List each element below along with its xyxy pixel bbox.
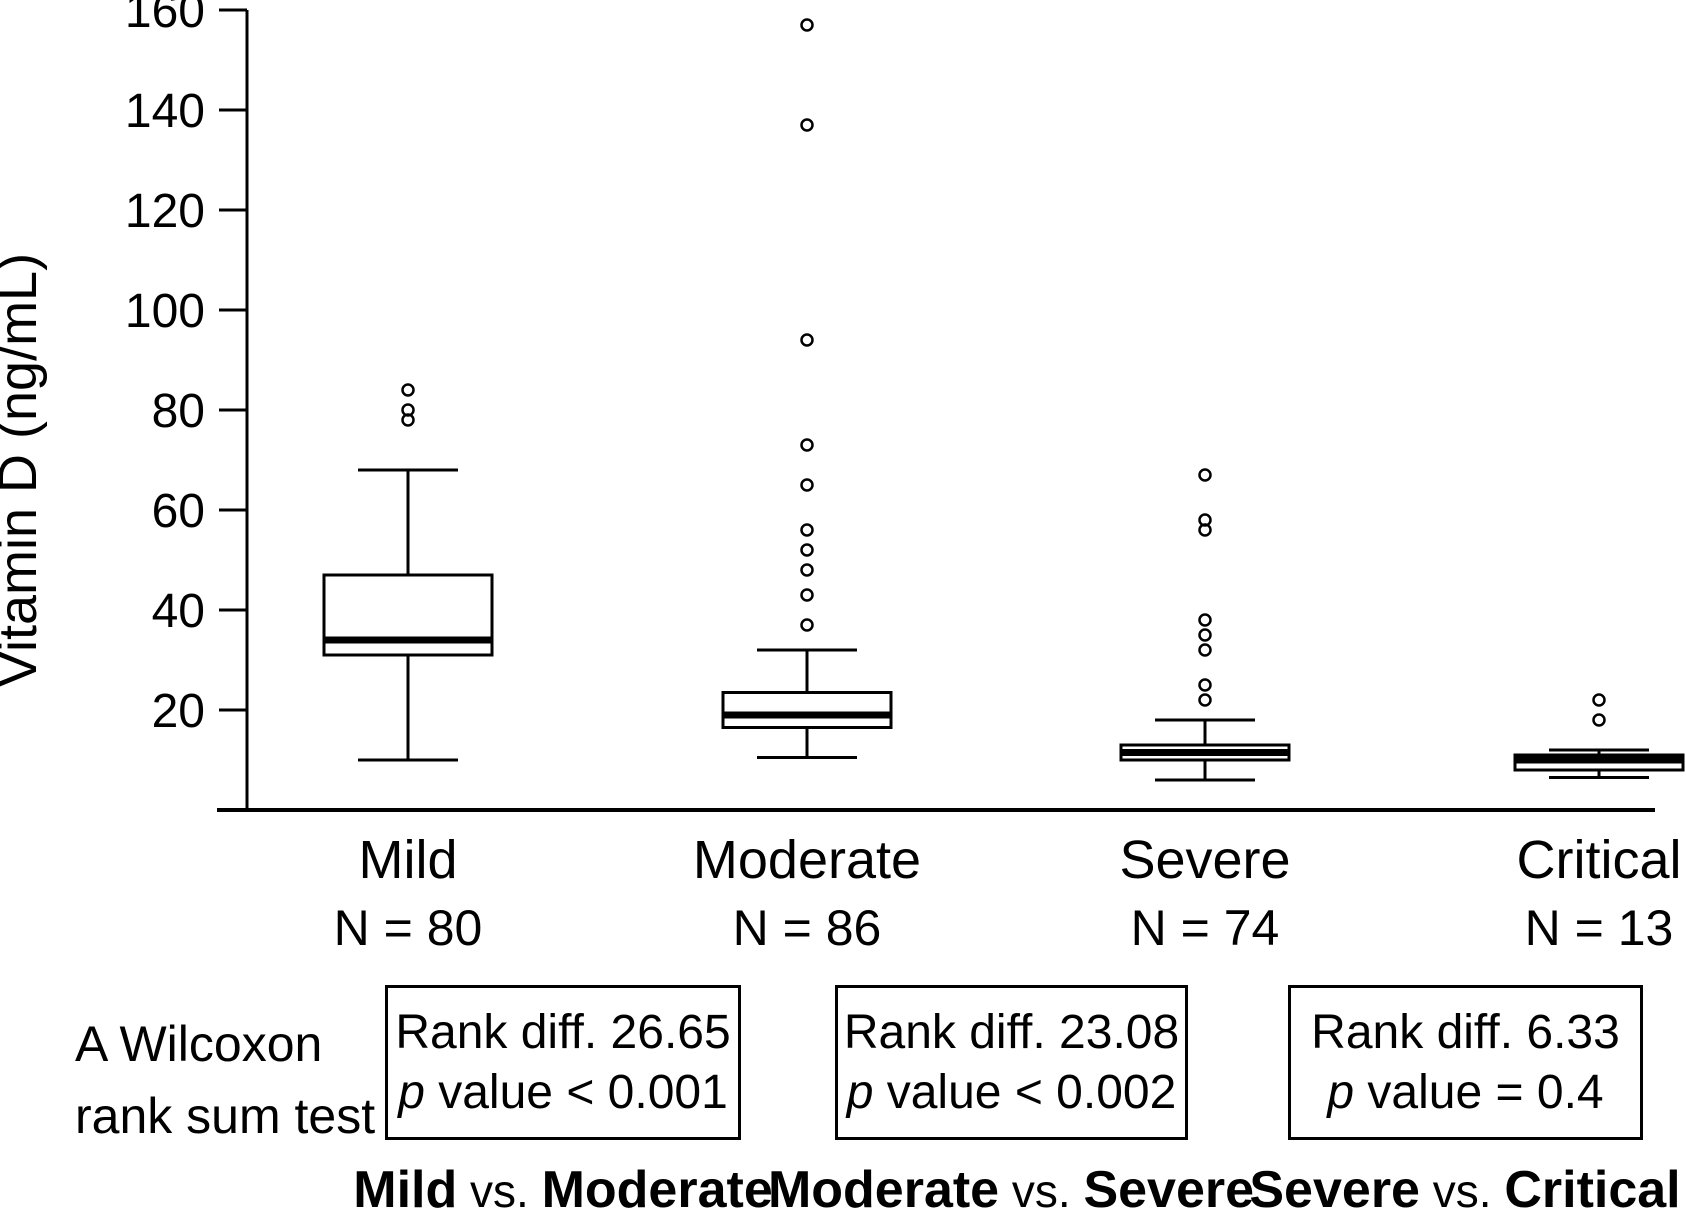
outlier-point-severe [1198, 613, 1212, 627]
group-a-label: Moderate [767, 1161, 1000, 1219]
category-label-moderate: Moderate [693, 830, 921, 890]
p-value-line: p value = 0.4 [1327, 1063, 1603, 1123]
outlier-point-severe [1198, 678, 1212, 692]
outlier-point-critical [1592, 693, 1606, 707]
outlier-point-moderate [800, 18, 814, 32]
caption-severe-vs-critical: Severe vs. Critical [1249, 1160, 1680, 1220]
outlier-point-moderate [800, 563, 814, 577]
rank-diff-value: Rank diff. 23.08 [843, 1005, 1180, 1059]
outlier-point-moderate [800, 588, 814, 602]
p-value-text: value < 0.002 [873, 1065, 1177, 1119]
rank-diff-value: Rank diff. 6.33 [1311, 1005, 1620, 1059]
outlier-point-moderate [800, 118, 814, 132]
n-label-severe: N = 74 [1131, 900, 1280, 956]
outlier-point-moderate [800, 523, 814, 537]
outlier-point-severe [1198, 513, 1212, 527]
iqr-box-moderate [721, 691, 893, 729]
p-value-line: p value < 0.001 [398, 1063, 728, 1123]
category-label-severe: Severe [1119, 830, 1290, 890]
group-a-label: Severe [1249, 1161, 1420, 1219]
p-value-text: value = 0.4 [1354, 1065, 1604, 1119]
outlier-point-severe [1198, 643, 1212, 657]
y-tick-label: 80 [152, 385, 205, 438]
rank-diff-value: Rank diff. 26.65 [395, 1005, 731, 1059]
outlier-point-critical [1592, 713, 1606, 727]
outlier-point-severe [1198, 468, 1212, 482]
outlier-point-moderate [800, 438, 814, 452]
y-axis-title: Vitamin D (ng/mL) [0, 253, 48, 687]
wilcoxon-method-line1: A Wilcoxon [75, 1016, 323, 1072]
vs-label: vs. [1419, 1165, 1505, 1217]
outlier-point-moderate [800, 333, 814, 347]
category-label-critical: Critical [1516, 830, 1681, 890]
n-label-moderate: N = 86 [733, 900, 882, 956]
caption-mild-vs-moderate: Mild vs. Moderate [353, 1160, 772, 1220]
p-symbol: p [1327, 1065, 1355, 1119]
outlier-point-mild [401, 383, 415, 397]
p-symbol: p [846, 1065, 874, 1119]
y-tick-label: 140 [125, 85, 205, 138]
y-tick-label: 20 [152, 685, 205, 738]
n-label-mild: N = 80 [334, 900, 483, 956]
stat-box-severe-vs-critical: Rank diff. 6.33 p value = 0.4 [1288, 985, 1643, 1140]
outlier-point-severe [1198, 628, 1212, 642]
outlier-point-moderate [800, 543, 814, 557]
wilcoxon-method-line2: rank sum test [75, 1088, 376, 1144]
category-label-mild: Mild [358, 830, 457, 890]
y-tick-label: 40 [152, 585, 205, 638]
group-b-label: Moderate [541, 1161, 773, 1219]
group-b-label: Severe [1083, 1161, 1255, 1219]
n-label-critical: N = 13 [1525, 900, 1674, 956]
outlier-point-mild [401, 403, 415, 417]
wilcoxon-method-note: A Wilcoxon rank sum test [75, 1008, 375, 1152]
p-value-line: p value < 0.002 [847, 1063, 1177, 1123]
outlier-point-moderate [800, 618, 814, 632]
outlier-point-severe [1198, 693, 1212, 707]
vs-label: vs. [999, 1165, 1084, 1217]
y-tick-label: 160 [125, 0, 205, 38]
caption-moderate-vs-severe: Moderate vs. Severe [768, 1160, 1254, 1220]
p-symbol: p [398, 1065, 425, 1119]
y-tick-label: 100 [125, 285, 205, 338]
stat-box-mild-vs-moderate: Rank diff. 26.65 p value < 0.001 [385, 985, 741, 1140]
group-b-label: Critical [1504, 1161, 1681, 1219]
group-a-label: Mild [353, 1161, 458, 1219]
p-value-text: value < 0.001 [424, 1065, 728, 1119]
vs-label: vs. [457, 1165, 542, 1217]
outlier-point-moderate [800, 478, 814, 492]
y-tick-label: 120 [125, 185, 205, 238]
y-tick-label: 60 [152, 485, 205, 538]
stat-box-moderate-vs-severe: Rank diff. 23.08 p value < 0.002 [835, 985, 1188, 1140]
